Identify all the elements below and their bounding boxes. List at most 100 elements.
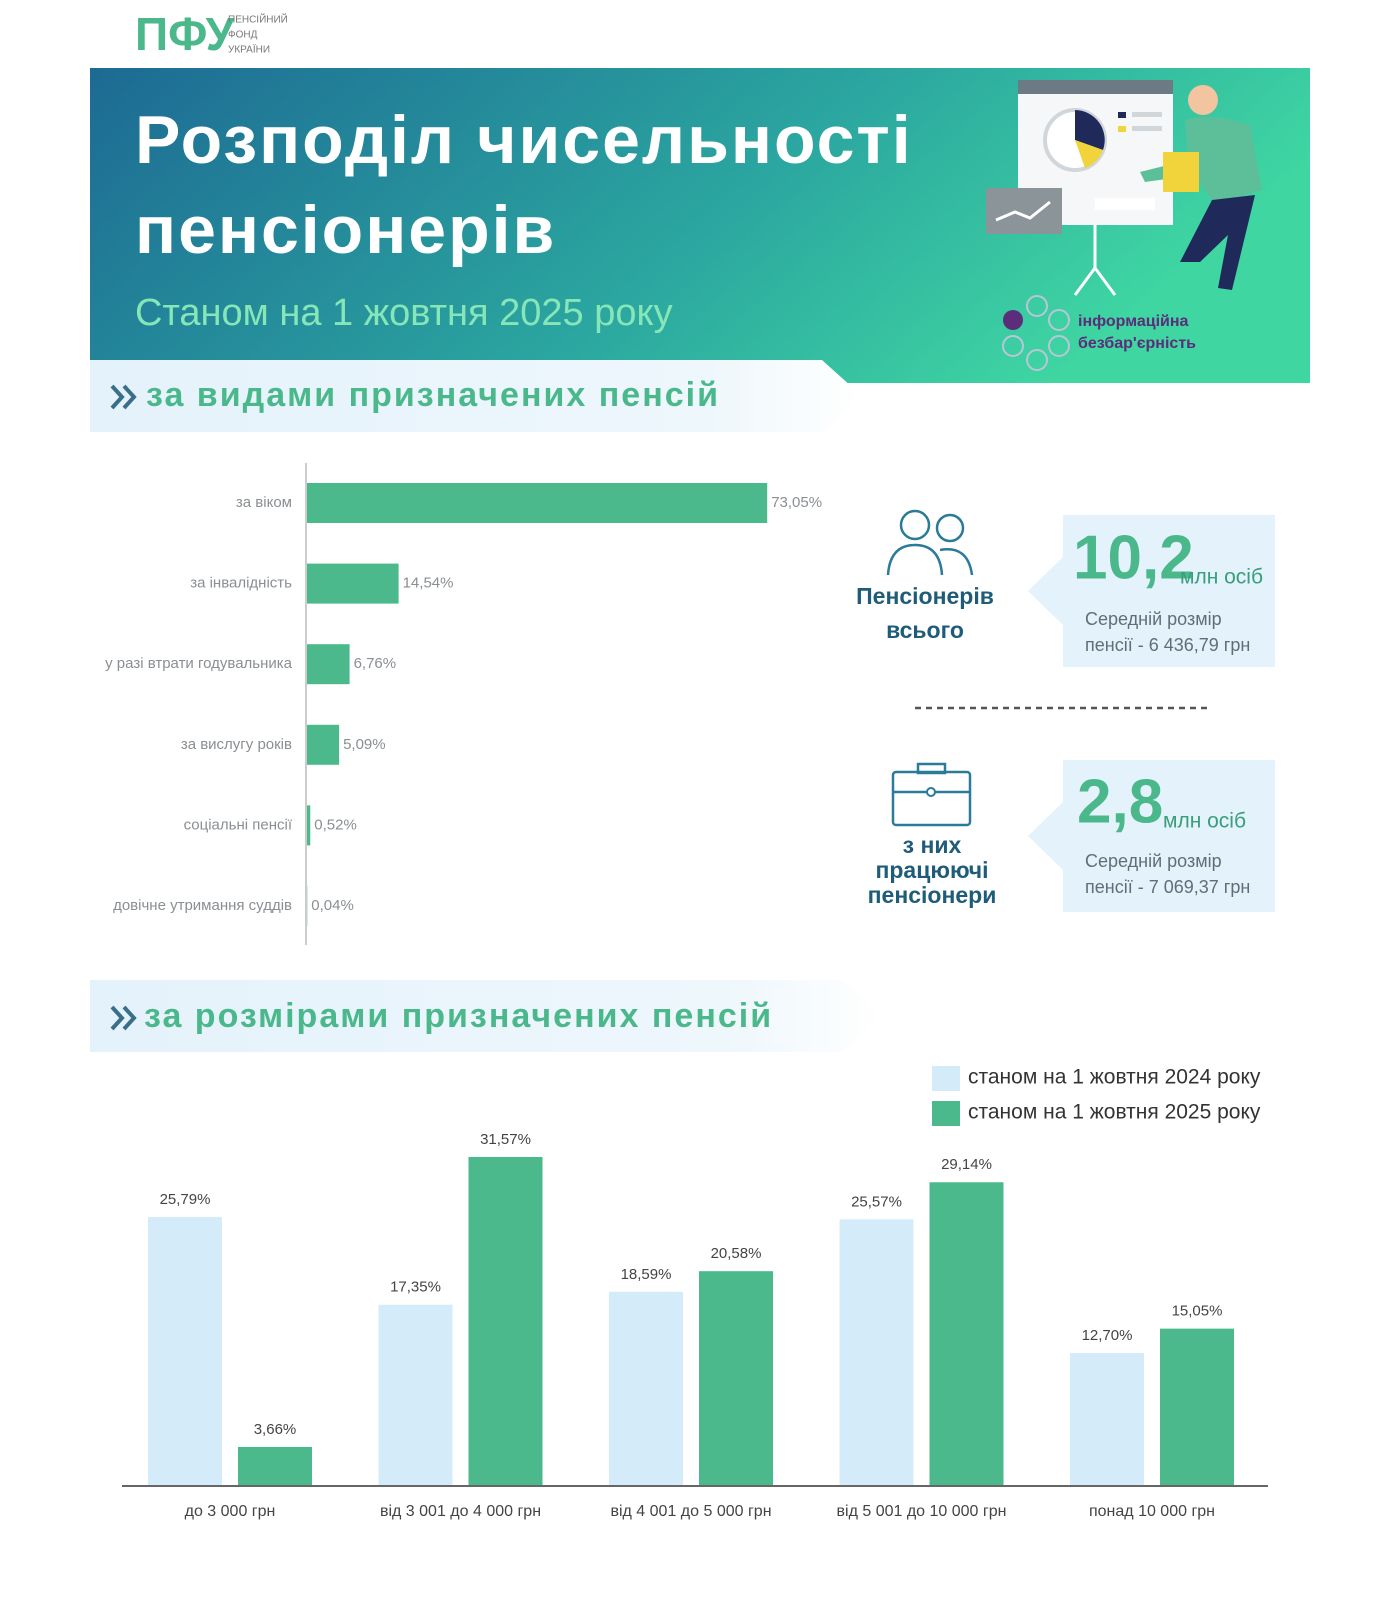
- illustration-person-head: [1188, 85, 1218, 115]
- bar: [468, 1156, 543, 1485]
- bar: [307, 483, 768, 523]
- bar: [609, 1291, 683, 1485]
- bar: [699, 1271, 773, 1485]
- people-icon: [935, 513, 965, 543]
- badge-dot: [1002, 335, 1024, 357]
- section-title: за розмірами призначених пенсій: [144, 997, 773, 1035]
- category-label: понад 10 000 грн: [1089, 1503, 1215, 1520]
- section-chevron: [110, 1005, 125, 1031]
- value-label: 14,54%: [403, 575, 454, 592]
- value-label: 25,79%: [160, 1191, 211, 1208]
- badge-dot: [1026, 349, 1048, 371]
- stat-value: 2,8: [1077, 767, 1163, 836]
- section-band: [90, 360, 862, 432]
- value-label: 15,05%: [1172, 1303, 1223, 1320]
- illustration-person-body: [1140, 116, 1262, 205]
- illustration-folder: [1163, 152, 1199, 192]
- header-title: Розподіл чисельності: [135, 102, 913, 178]
- section-chevron: [122, 1005, 137, 1031]
- stat-unit: млн осіб: [1163, 810, 1246, 833]
- section-band: [90, 980, 882, 1052]
- stat-unit: млн осіб: [1180, 566, 1263, 589]
- header-title: пенсіонерів: [135, 192, 556, 268]
- value-label: 31,57%: [480, 1131, 531, 1148]
- illustration-pie-slice: [1075, 140, 1103, 168]
- illustration-legend: [1132, 112, 1162, 117]
- category-label: за віком: [236, 494, 292, 511]
- bar: [929, 1182, 1004, 1485]
- legend-label: станом на 1 жовтня 2024 року: [968, 1066, 1261, 1089]
- section-title: за видами призначених пенсій: [146, 376, 720, 414]
- value-label: 12,70%: [1082, 1327, 1133, 1344]
- bar: [1160, 1328, 1234, 1485]
- stat-box: [1028, 760, 1275, 912]
- category-label: довічне утримання суддів: [113, 897, 292, 914]
- value-label: 17,35%: [390, 1279, 441, 1296]
- category-label: за вислугу років: [181, 736, 292, 753]
- badge-dot: [1026, 295, 1048, 317]
- category-label: від 3 001 до 4 000 грн: [380, 1503, 541, 1520]
- illustration-person-legs: [1180, 195, 1255, 290]
- value-label: 0,04%: [311, 897, 354, 914]
- illustration-bar: [1095, 198, 1155, 210]
- header-subtitle: Станом на 1 жовтня 2025 року: [135, 292, 673, 334]
- stat-label: всього: [886, 617, 964, 643]
- bar: [307, 724, 340, 765]
- stat-label: Пенсіонерів: [856, 583, 994, 609]
- value-label: 73,05%: [771, 494, 822, 511]
- category-label: від 5 001 до 10 000 грн: [837, 1503, 1007, 1520]
- illustration-line: [995, 200, 1051, 222]
- category-label: за інвалідність: [190, 575, 292, 592]
- briefcase-icon: [916, 762, 947, 775]
- badge-dot: [1048, 309, 1070, 331]
- badge-dot: [1048, 335, 1070, 357]
- section-chevron: [122, 384, 137, 410]
- value-label: 0,52%: [314, 816, 357, 833]
- legend-swatch: [932, 1066, 960, 1091]
- illustration-stand: [1073, 265, 1117, 296]
- illustration-legend: [1132, 126, 1162, 131]
- bar: [307, 644, 350, 685]
- bar: [238, 1446, 312, 1485]
- illustration-board-top: [1018, 80, 1173, 94]
- legend-label: станом на 1 жовтня 2025 року: [968, 1101, 1261, 1124]
- people-icon: [899, 509, 931, 541]
- illustration-legend: [1118, 126, 1126, 132]
- logo-name: ФОНД: [228, 30, 258, 41]
- stat-box: [1028, 515, 1275, 667]
- badge-dot: [1003, 310, 1023, 330]
- stat-note: пенсії - 6 436,79 грн: [1085, 635, 1250, 655]
- category-label: від 4 001 до 5 000 грн: [610, 1503, 771, 1520]
- illustration-pie-slice: [1075, 110, 1105, 150]
- value-label: 3,66%: [254, 1421, 297, 1438]
- value-label: 5,09%: [343, 736, 386, 753]
- value-label: 29,14%: [941, 1156, 992, 1173]
- category-label: у разі втрати годувальника: [105, 655, 293, 672]
- illustration-legend: [1118, 112, 1126, 118]
- bar: [307, 805, 311, 846]
- bar: [307, 563, 399, 604]
- logo-abbr: ПФУ: [135, 8, 236, 60]
- stat-label: з них: [903, 832, 962, 858]
- value-label: 6,76%: [354, 655, 397, 672]
- legend-swatch: [932, 1101, 960, 1126]
- stat-value: 10,2: [1073, 523, 1194, 592]
- badge-text: інформаційна: [1078, 313, 1189, 330]
- category-label: до 3 000 грн: [185, 1503, 276, 1520]
- illustration-screen: [986, 188, 1062, 234]
- value-label: 18,59%: [621, 1266, 672, 1283]
- stat-label: працюючі: [875, 857, 988, 883]
- logo-name: ПЕНСІЙНИЙ: [228, 13, 288, 26]
- logo-name: УКРАЇНИ: [228, 44, 270, 56]
- stat-label: пенсіонери: [868, 882, 997, 908]
- category-label: соціальні пенсії: [184, 816, 293, 833]
- people-icon: [886, 543, 944, 576]
- value-label: 25,57%: [851, 1193, 902, 1210]
- stat-note: Середній розмір: [1085, 609, 1222, 629]
- section-chevron: [110, 384, 125, 410]
- briefcase-icon: [891, 770, 972, 827]
- bar: [1070, 1353, 1144, 1485]
- stat-note: Середній розмір: [1085, 851, 1222, 871]
- bar: [378, 1304, 453, 1485]
